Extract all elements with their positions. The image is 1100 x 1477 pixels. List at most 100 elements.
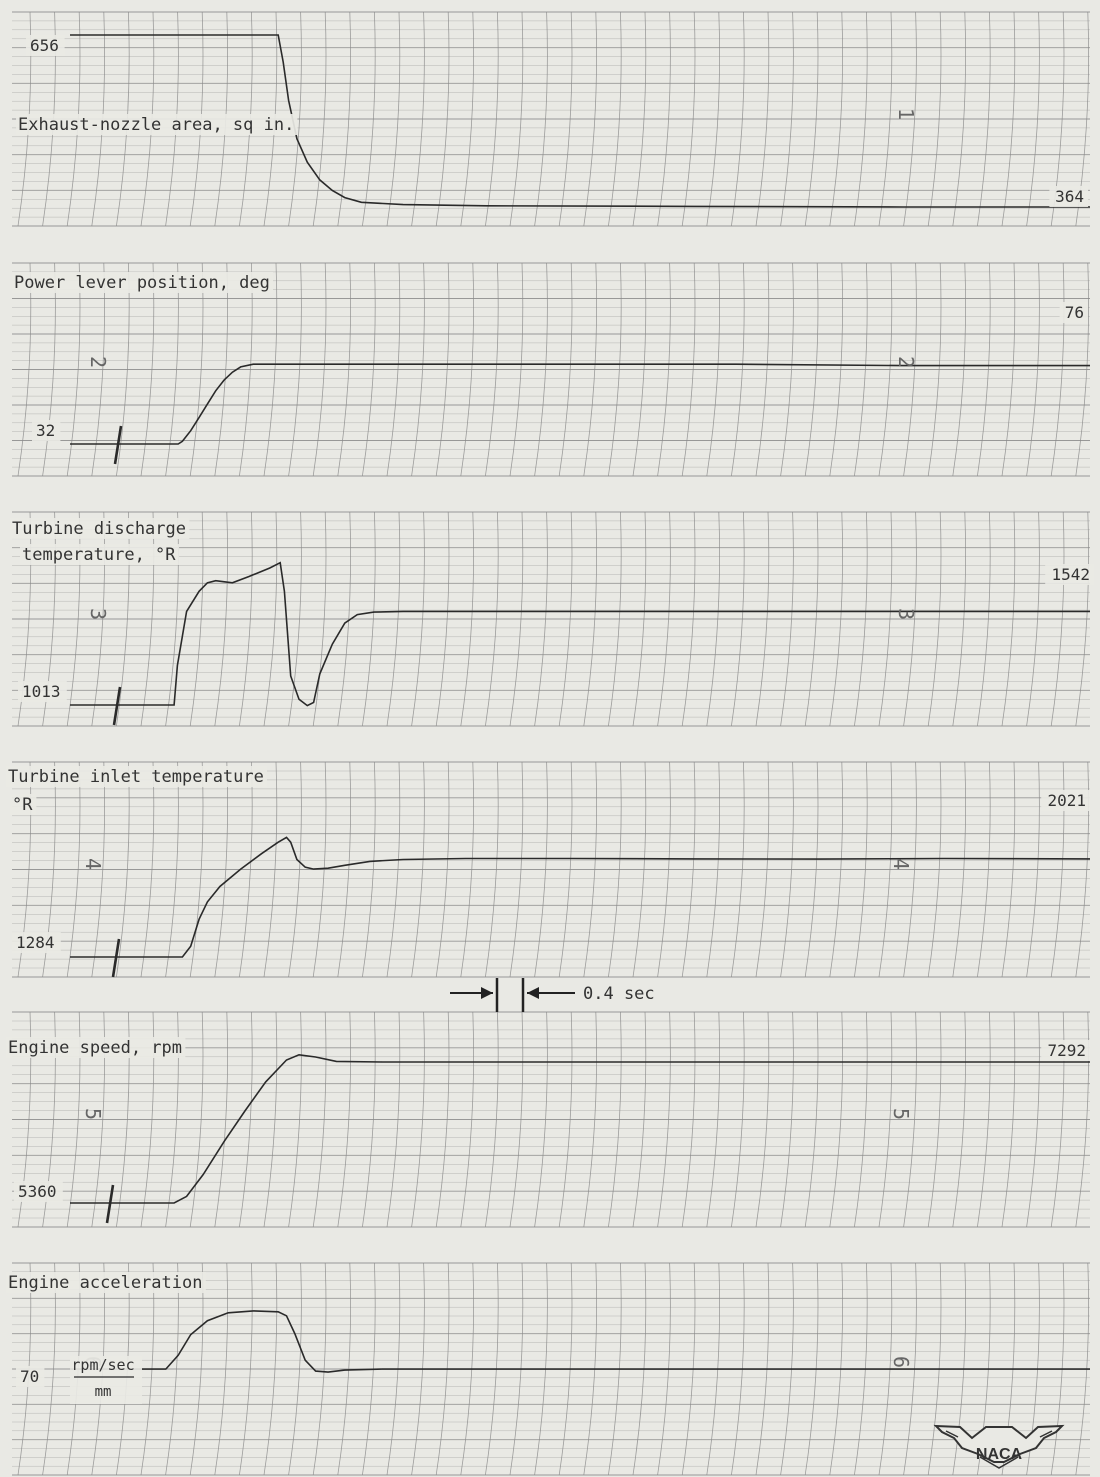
grid-vline	[534, 1011, 548, 1228]
strip-grid-3	[12, 511, 1090, 727]
trace-line-3	[70, 561, 1090, 707]
grid-vline	[337, 511, 351, 727]
grid-vline	[632, 1011, 647, 1228]
trace-number-3: 3	[894, 608, 918, 620]
grid-vline	[460, 511, 474, 727]
scale-label-1: 656	[30, 36, 59, 55]
scale-label-2: 76	[1065, 303, 1084, 322]
scale-label-6: 70	[20, 1367, 39, 1386]
strip-grid-5	[12, 1011, 1090, 1228]
grid-vline	[608, 511, 622, 727]
grid-vline	[460, 1011, 474, 1228]
grid-vline	[657, 1011, 671, 1228]
grid-vline	[1050, 761, 1065, 978]
start-marker	[105, 1184, 115, 1224]
grid-vline	[583, 1011, 597, 1228]
grid-vline	[977, 761, 991, 978]
grid-vline	[312, 1262, 327, 1476]
grid-vline	[903, 11, 917, 227]
grid-vline	[927, 511, 942, 727]
trace-line-6	[70, 1310, 1090, 1373]
label-backdrop	[10, 518, 190, 539]
grid-vline	[731, 262, 745, 477]
trace-number-6: 6	[889, 1356, 913, 1368]
grid-vline	[411, 511, 425, 727]
grid-vline	[362, 262, 376, 477]
grid-vline	[337, 1262, 351, 1476]
grid-vline	[706, 511, 720, 727]
scale-backdrop	[1041, 790, 1090, 811]
trace-number-1: 1	[894, 108, 918, 120]
grid-vline	[509, 761, 524, 978]
grid-vline	[411, 761, 425, 978]
strip-label-3: temperature, °R	[22, 545, 176, 565]
grid-vline	[1026, 1011, 1040, 1228]
grid-vline	[927, 761, 942, 978]
grid-vline	[977, 262, 991, 477]
grid-vline	[583, 511, 597, 727]
grid-vline	[804, 1011, 819, 1228]
grid-vline	[312, 262, 327, 477]
grid-vline	[780, 511, 794, 727]
label-backdrop	[6, 1037, 186, 1058]
grid-vline	[386, 511, 401, 727]
trace-number-3: 3	[86, 608, 110, 620]
grid-vline	[337, 761, 351, 978]
grid-vline	[362, 761, 376, 978]
grid-vline	[558, 262, 573, 477]
grid-vline	[239, 511, 253, 727]
trace-number-5: 5	[889, 1108, 913, 1120]
trace-number-4: 4	[81, 858, 105, 870]
grid-vline	[337, 1011, 351, 1228]
grid-vline	[263, 511, 278, 727]
trace-number-2: 2	[894, 356, 918, 368]
grid-vline	[288, 1011, 302, 1228]
strip-label-6: Engine acceleration	[8, 1273, 202, 1293]
trace-line-4	[70, 836, 1091, 958]
strip-label-5: Engine speed, rpm	[8, 1038, 182, 1058]
trace-layer	[70, 34, 1091, 1373]
scale-backdrop	[14, 1181, 63, 1202]
grid-vline	[755, 761, 770, 978]
units-numerator: rpm/sec	[71, 1356, 134, 1374]
scale-label-5: 7292	[1047, 1041, 1086, 1060]
grid-vline	[558, 511, 573, 727]
grid-vline	[509, 11, 524, 227]
grid-vline	[534, 511, 548, 727]
grid-vline	[534, 761, 548, 978]
grid-vline	[829, 511, 843, 727]
grid-vline	[435, 511, 450, 727]
grid-vline	[731, 11, 745, 227]
grid-vline	[681, 511, 696, 727]
grid-vline	[829, 1011, 843, 1228]
grid-vline	[337, 262, 351, 477]
trace-number-4: 4	[889, 858, 913, 870]
grid-vline	[681, 262, 696, 477]
grid-vline	[657, 11, 671, 227]
start-marker	[112, 686, 122, 726]
grid-vline	[927, 1011, 942, 1228]
grid-vline	[165, 761, 179, 978]
grid-vline	[485, 761, 499, 978]
grid-vline	[1050, 262, 1065, 477]
naca-logo: NACA	[933, 1424, 1065, 1469]
grid-vline	[460, 262, 474, 477]
grid-vline	[386, 262, 401, 477]
grid-vline	[878, 11, 893, 227]
grid-vline	[312, 511, 327, 727]
grid-vline	[952, 11, 966, 227]
grid-vline	[829, 262, 843, 477]
grid-vline	[952, 262, 966, 477]
grid-vline	[263, 262, 278, 477]
grid-vline	[952, 1011, 966, 1228]
grid-vline	[755, 511, 770, 727]
grid-vline	[878, 262, 893, 477]
grid-vline	[681, 1011, 696, 1228]
grid-vline	[977, 11, 991, 227]
grid-vline	[854, 1011, 868, 1228]
grid-vline	[263, 761, 278, 978]
grid-vline	[927, 11, 942, 227]
scale-label-2: 32	[36, 421, 55, 440]
trace-number-5: 5	[81, 1108, 105, 1120]
grid-vline	[460, 761, 474, 978]
